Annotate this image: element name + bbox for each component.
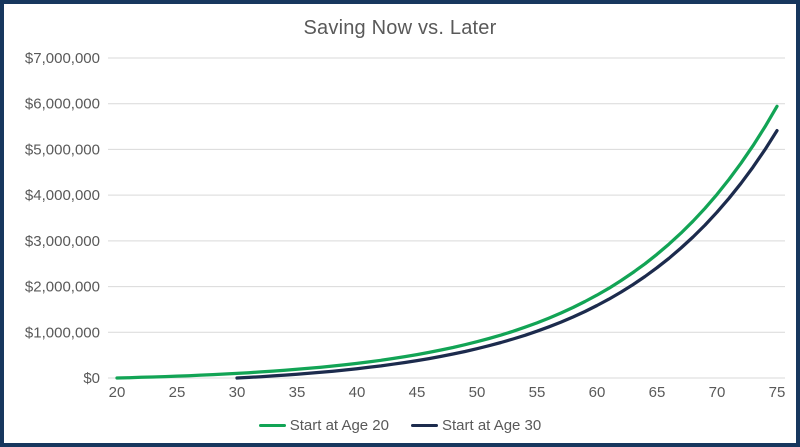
chart-title: Saving Now vs. Later (303, 17, 497, 39)
legend-label: Start at Age 20 (289, 417, 389, 434)
x-tick-label: 55 (529, 384, 546, 401)
x-tick-label: 30 (229, 384, 246, 401)
x-tick-label: 70 (709, 384, 726, 401)
x-tick-label: 45 (409, 384, 426, 401)
y-tick-label: $7,000,000 (25, 50, 100, 67)
legend-item-start-at-age-20: Start at Age 20 (258, 417, 389, 434)
y-tick-label: $0 (83, 370, 100, 387)
series-line-start-at-age-20 (115, 104, 779, 380)
x-tick-label: 75 (769, 384, 786, 401)
legend: Start at Age 20 Start at Age 30 (4, 417, 796, 434)
series-line-start-at-age-30 (235, 128, 779, 380)
legend-line-swatch-green (258, 424, 286, 427)
y-tick-label: $2,000,000 (25, 279, 100, 296)
y-tick-label: $6,000,000 (25, 96, 100, 113)
x-tick-label: 25 (169, 384, 186, 401)
chart-plot-area: $0 $1,000,000 $2,000,000 $3,000,000 $4,000,0… (25, 50, 786, 401)
y-tick-label: $3,000,000 (25, 233, 100, 250)
y-tick-label: $1,000,000 (25, 324, 100, 341)
x-tick-label: 40 (349, 384, 366, 401)
x-tick-label: 50 (469, 384, 486, 401)
x-tick-label: 35 (289, 384, 306, 401)
y-tick-label: $5,000,000 (25, 141, 100, 158)
legend-line-swatch-navy (411, 424, 438, 427)
legend-item-start-at-age-30: Start at Age 30 (411, 417, 541, 434)
x-tick-label: 60 (589, 384, 606, 401)
legend-label: Start at Age 30 (442, 417, 542, 434)
x-tick-label: 20 (109, 384, 126, 401)
y-tick-label: $4,000,000 (25, 187, 100, 204)
x-tick-label: 65 (649, 384, 666, 401)
